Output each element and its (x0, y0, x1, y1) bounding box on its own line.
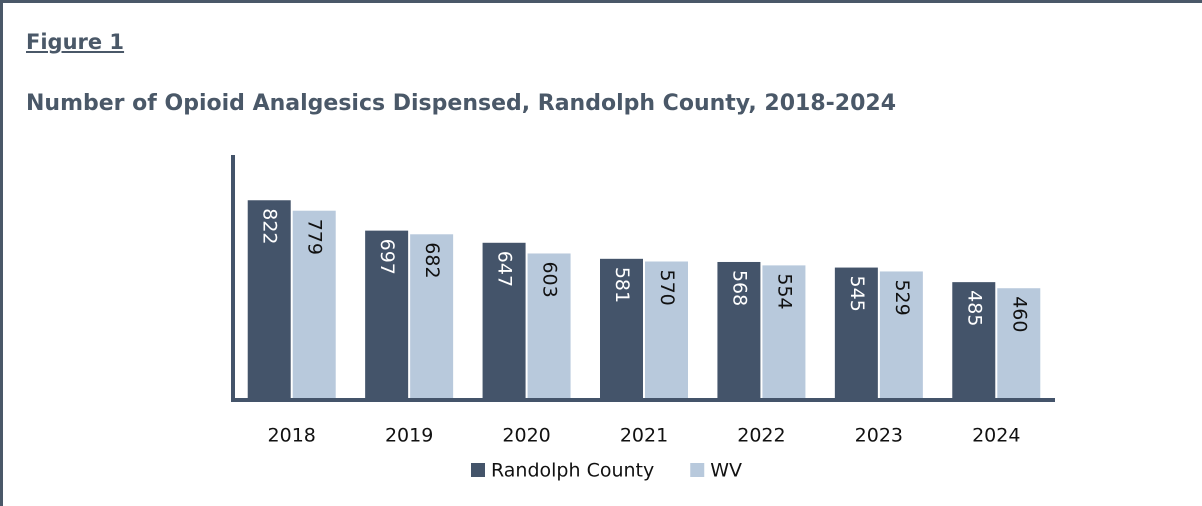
x-tick-label: 2021 (620, 425, 668, 447)
bar (879, 271, 923, 400)
chart-title: Number of Opioid Analgesics Dispensed, R… (26, 91, 897, 116)
bar (410, 234, 454, 400)
bar (762, 265, 806, 400)
legend-swatch (690, 463, 705, 477)
bar (292, 210, 336, 400)
value-label: 529 (891, 279, 913, 315)
value-label: 647 (494, 251, 516, 287)
value-label: 682 (421, 242, 443, 278)
value-label: 460 (1008, 296, 1030, 332)
bar (527, 253, 571, 400)
bar (600, 258, 643, 400)
x-tick-label: 2018 (268, 425, 316, 447)
bar (247, 200, 291, 400)
value-label: 570 (656, 269, 678, 305)
x-tick-label: 2022 (737, 425, 785, 447)
bar (717, 261, 761, 400)
bar (365, 230, 409, 400)
bar (482, 242, 526, 400)
value-label: 581 (611, 267, 633, 303)
value-label: 822 (259, 208, 281, 244)
legend-label: Randolph County (491, 460, 654, 482)
value-label: 603 (539, 261, 561, 297)
legend-swatch (471, 463, 485, 477)
bar (952, 282, 996, 400)
bar (834, 267, 878, 400)
value-label: 697 (376, 239, 398, 275)
value-label: 554 (773, 273, 795, 309)
figure-label: Figure 1 (26, 30, 125, 54)
value-label: 545 (846, 276, 868, 312)
x-tick-label: 2019 (385, 425, 433, 447)
x-tick-label: 2024 (972, 425, 1020, 447)
value-label: 568 (728, 270, 750, 306)
bar (997, 288, 1041, 400)
value-label: 485 (963, 290, 985, 326)
x-tick-label: 2023 (855, 425, 903, 447)
bar (645, 261, 688, 400)
legend-label: WV (710, 460, 742, 482)
value-label: 779 (304, 219, 326, 255)
x-tick-label: 2020 (502, 425, 550, 447)
